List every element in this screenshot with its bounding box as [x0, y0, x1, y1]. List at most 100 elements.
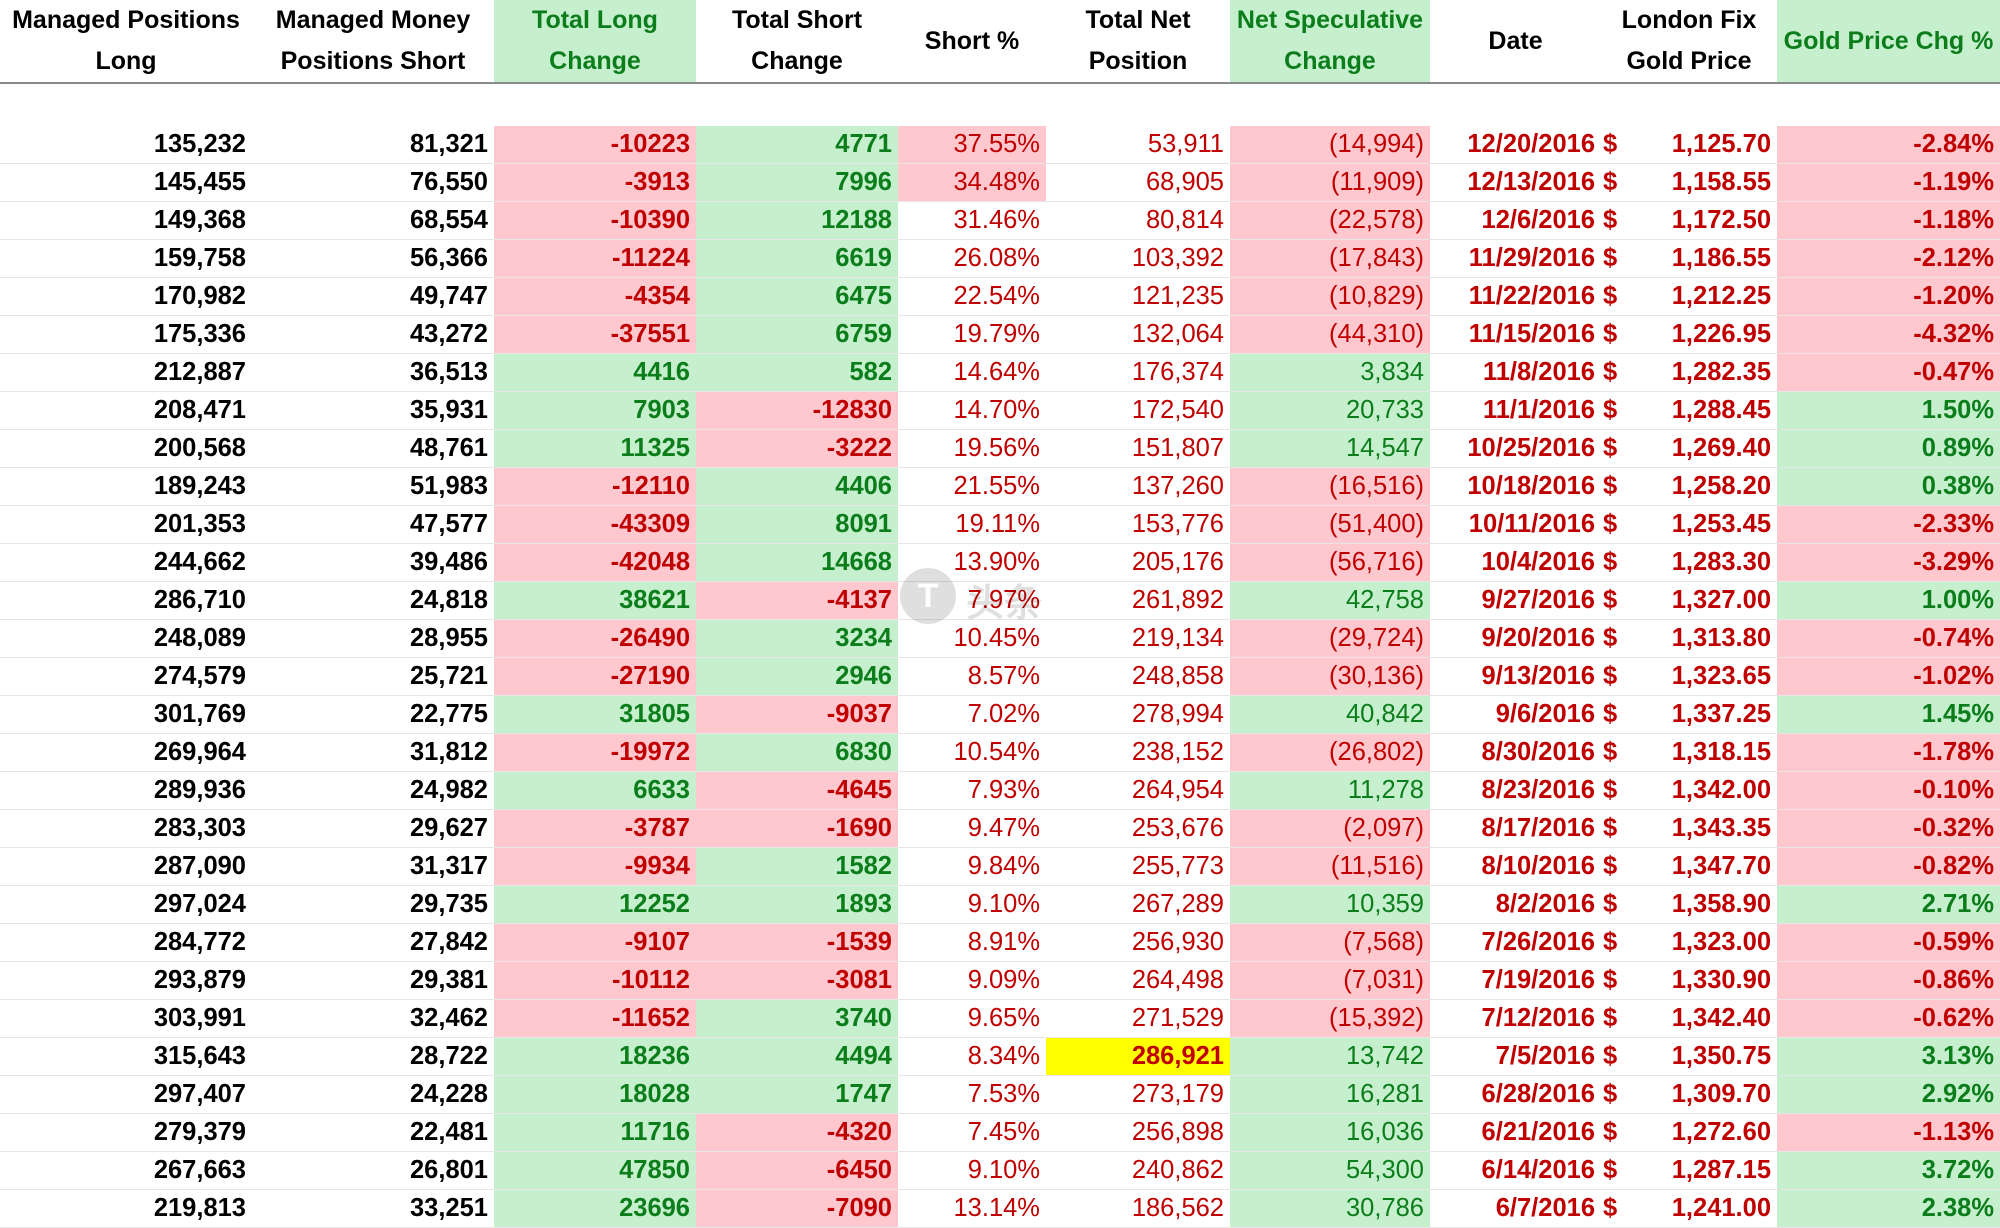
cell-currency[interactable]: $ — [1601, 315, 1625, 354]
cell-total-short-change[interactable]: 582 — [696, 353, 898, 392]
cell-total-long-change[interactable]: -3913 — [494, 163, 696, 202]
cell-managed-short[interactable]: 39,486 — [252, 543, 494, 582]
cell-total-short-change[interactable]: 4771 — [696, 126, 898, 164]
cell-short-pct[interactable]: 9.84% — [898, 847, 1046, 886]
cell-managed-short[interactable]: 49,747 — [252, 277, 494, 316]
cell-london-fix-price[interactable]: 1,350.75 — [1625, 1037, 1778, 1076]
cell-managed-short[interactable]: 27,842 — [252, 923, 494, 962]
cell-net-speculative-change[interactable]: 10,359 — [1230, 885, 1430, 924]
cell-managed-long[interactable]: 149,368 — [0, 201, 252, 240]
cell-total-net-position[interactable]: 271,529 — [1046, 999, 1230, 1038]
cell-currency[interactable]: $ — [1601, 771, 1625, 810]
cell-managed-short[interactable]: 28,955 — [252, 619, 494, 658]
cell-currency[interactable]: $ — [1601, 619, 1625, 658]
cell-london-fix-price[interactable]: 1,337.25 — [1625, 695, 1778, 734]
cell-short-pct[interactable]: 26.08% — [898, 239, 1046, 278]
cell-net-speculative-change[interactable]: (2,097) — [1230, 809, 1430, 848]
header-total-short-change[interactable]: Total Short Change — [696, 0, 898, 84]
cell-total-net-position[interactable]: 132,064 — [1046, 315, 1230, 354]
cell-date[interactable]: 9/20/2016 — [1430, 619, 1601, 658]
cell-total-short-change[interactable]: -4137 — [696, 581, 898, 620]
cell-managed-long[interactable]: 301,769 — [0, 695, 252, 734]
cell-date[interactable]: 8/2/2016 — [1430, 885, 1601, 924]
cell-currency[interactable]: $ — [1601, 1151, 1625, 1190]
cell-short-pct[interactable]: 8.57% — [898, 657, 1046, 696]
cell-net-speculative-change[interactable]: (26,802) — [1230, 733, 1430, 772]
cell-total-net-position[interactable]: 172,540 — [1046, 391, 1230, 430]
cell-gold-price-chg[interactable]: -2.12% — [1777, 239, 2000, 278]
cell-managed-long[interactable]: 135,232 — [0, 126, 252, 164]
cell-total-long-change[interactable]: -26490 — [494, 619, 696, 658]
cell-short-pct[interactable]: 9.10% — [898, 1151, 1046, 1190]
cell-total-short-change[interactable]: 2946 — [696, 657, 898, 696]
cell-gold-price-chg[interactable]: -0.62% — [1777, 999, 2000, 1038]
cell-managed-long[interactable]: 244,662 — [0, 543, 252, 582]
cell-currency[interactable]: $ — [1601, 239, 1625, 278]
cell-currency[interactable]: $ — [1601, 163, 1625, 202]
cell-date[interactable]: 7/12/2016 — [1430, 999, 1601, 1038]
cell-date[interactable]: 7/26/2016 — [1430, 923, 1601, 962]
cell-short-pct[interactable]: 8.91% — [898, 923, 1046, 962]
cell-total-net-position[interactable]: 248,858 — [1046, 657, 1230, 696]
cell-total-net-position[interactable]: 256,930 — [1046, 923, 1230, 962]
cell-managed-long[interactable]: 286,710 — [0, 581, 252, 620]
cell-total-long-change[interactable]: 4416 — [494, 353, 696, 392]
cell-total-long-change[interactable]: -10112 — [494, 961, 696, 1000]
cell-gold-price-chg[interactable]: -0.10% — [1777, 771, 2000, 810]
cell-date[interactable]: 9/6/2016 — [1430, 695, 1601, 734]
cell-london-fix-price[interactable]: 1,272.60 — [1625, 1113, 1778, 1152]
cell-managed-long[interactable]: 189,243 — [0, 467, 252, 506]
cell-managed-short[interactable]: 47,577 — [252, 505, 494, 544]
cell-total-short-change[interactable]: -4645 — [696, 771, 898, 810]
cell-total-long-change[interactable]: 18236 — [494, 1037, 696, 1076]
cell-managed-short[interactable]: 29,627 — [252, 809, 494, 848]
cell-net-speculative-change[interactable]: 16,036 — [1230, 1113, 1430, 1152]
cell-total-short-change[interactable]: -12830 — [696, 391, 898, 430]
cell-gold-price-chg[interactable]: 0.38% — [1777, 467, 2000, 506]
cell-total-short-change[interactable]: -1539 — [696, 923, 898, 962]
cell-total-net-position[interactable]: 219,134 — [1046, 619, 1230, 658]
cell-managed-long[interactable]: 200,568 — [0, 429, 252, 468]
cell-managed-short[interactable]: 31,317 — [252, 847, 494, 886]
cell-london-fix-price[interactable]: 1,186.55 — [1625, 239, 1778, 278]
cell-total-long-change[interactable]: 12252 — [494, 885, 696, 924]
cell-date[interactable]: 6/28/2016 — [1430, 1075, 1601, 1114]
cell-managed-short[interactable]: 31,812 — [252, 733, 494, 772]
cell-london-fix-price[interactable]: 1,309.70 — [1625, 1075, 1778, 1114]
cell-managed-short[interactable]: 28,722 — [252, 1037, 494, 1076]
cell-net-speculative-change[interactable]: (11,516) — [1230, 847, 1430, 886]
cell-gold-price-chg[interactable]: -1.18% — [1777, 201, 2000, 240]
cell-short-pct[interactable]: 7.02% — [898, 695, 1046, 734]
cell-gold-price-chg[interactable]: -1.13% — [1777, 1113, 2000, 1152]
cell-date[interactable]: 6/21/2016 — [1430, 1113, 1601, 1152]
cell-managed-short[interactable]: 43,272 — [252, 315, 494, 354]
cell-total-net-position[interactable]: 186,562 — [1046, 1189, 1230, 1228]
cell-currency[interactable]: $ — [1601, 505, 1625, 544]
cell-short-pct[interactable]: 9.47% — [898, 809, 1046, 848]
cell-managed-short[interactable]: 24,982 — [252, 771, 494, 810]
cell-short-pct[interactable]: 7.45% — [898, 1113, 1046, 1152]
cell-total-short-change[interactable]: 6475 — [696, 277, 898, 316]
cell-total-long-change[interactable]: 7903 — [494, 391, 696, 430]
cell-managed-long[interactable]: 159,758 — [0, 239, 252, 278]
cell-date[interactable]: 10/25/2016 — [1430, 429, 1601, 468]
cell-short-pct[interactable]: 22.54% — [898, 277, 1046, 316]
cell-net-speculative-change[interactable]: (11,909) — [1230, 163, 1430, 202]
cell-date[interactable]: 12/6/2016 — [1430, 201, 1601, 240]
cell-total-net-position[interactable]: 286,921 — [1046, 1037, 1230, 1076]
cell-date[interactable]: 8/30/2016 — [1430, 733, 1601, 772]
cell-managed-long[interactable]: 303,991 — [0, 999, 252, 1038]
cell-net-speculative-change[interactable]: 42,758 — [1230, 581, 1430, 620]
cell-net-speculative-change[interactable]: (10,829) — [1230, 277, 1430, 316]
cell-managed-long[interactable]: 212,887 — [0, 353, 252, 392]
cell-total-net-position[interactable]: 121,235 — [1046, 277, 1230, 316]
cell-total-long-change[interactable]: 18028 — [494, 1075, 696, 1114]
cell-total-net-position[interactable]: 205,176 — [1046, 543, 1230, 582]
cell-total-net-position[interactable]: 264,954 — [1046, 771, 1230, 810]
cell-date[interactable]: 11/1/2016 — [1430, 391, 1601, 430]
cell-short-pct[interactable]: 9.65% — [898, 999, 1046, 1038]
cell-total-short-change[interactable]: 14668 — [696, 543, 898, 582]
cell-short-pct[interactable]: 19.79% — [898, 315, 1046, 354]
cell-short-pct[interactable]: 19.56% — [898, 429, 1046, 468]
cell-currency[interactable]: $ — [1601, 923, 1625, 962]
